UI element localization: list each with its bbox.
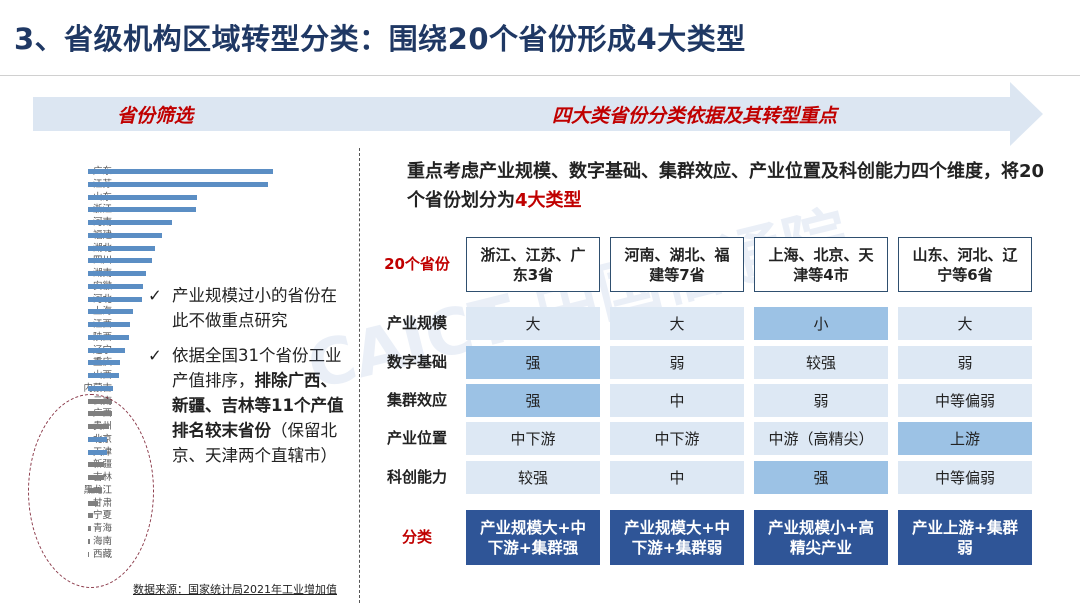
province-group-header: 浙江、江苏、广东3省 [466,237,600,292]
bar [88,181,268,187]
bullet-text: 排除广西、新疆、吉林等11个产值排名较末省份 [172,371,344,440]
table-cell: 较强 [754,346,888,379]
table-cell: 大 [466,307,600,340]
bar [88,347,125,353]
category-box: 产业上游+集群弱 [898,510,1032,565]
row-label: 20个省份 [384,255,450,273]
table-cell: 中下游 [466,422,600,455]
bullet-item: ✓ 产业规模过小的省份在此不做重点研究 [148,283,348,333]
province-group-header: 河南、湖北、福建等7省 [610,237,744,292]
row-label: 数字基础 [386,353,447,371]
bar [88,271,146,276]
intro-text: 重点考虑产业规模、数字基础、集群效应、产业位置及科创能力四个维度，将20个省份划… [407,157,1047,215]
province-group-header: 山东、河北、辽宁等6省 [898,237,1032,292]
bar [88,207,196,213]
row-label: 产业位置 [386,429,447,447]
bar [88,322,130,327]
bullet-text: 依据全国31个省份工业产值排序， [172,346,342,390]
category-box: 产业规模大+中下游+集群弱 [610,510,744,565]
table-cell: 中游（高精尖） [754,422,888,455]
band-label-screening: 省份筛选 [117,105,194,127]
row-label: 分类 [401,528,432,546]
bar [88,169,273,174]
table-cell: 大 [898,307,1032,340]
bullet-text: （保留北京、天津两个直辖市） [172,421,337,465]
bar [88,258,153,264]
bar [88,373,119,378]
screening-notes: ✓ 产业规模过小的省份在此不做重点研究 ✓ 依据全国31个省份工业产值排序，排除广西、… [148,283,348,478]
table-cell: 小 [754,307,888,340]
category-box: 产业规模小+高精尖产业 [754,510,888,565]
table-cell: 弱 [898,346,1032,379]
bar [88,385,114,391]
title-divider [0,75,1080,76]
table-cell: 中 [610,461,744,494]
bullet-item: ✓ 依据全国31个省份工业产值排序，排除广西、新疆、吉林等11个产值排名较末省份（… [148,343,348,468]
data-source: 数据来源：国家统计局2021年工业增加值 [133,583,337,596]
table-cell: 中等偏弱 [898,384,1032,417]
bar [88,360,121,366]
table-cell: 弱 [610,346,744,379]
bar [88,245,155,251]
intro-body: 重点考虑产业规模、数字基础、集群效应、产业位置及科创能力四个维度，将20个省份划… [407,161,1045,211]
intro-highlight: 4大类型 [515,190,582,211]
category-box: 产业规模大+中下游+集群强 [466,510,600,565]
bar [88,283,144,289]
table-cell: 强 [466,384,600,417]
process-arrow [33,82,1043,146]
bar [88,194,197,200]
bar [88,296,142,302]
table-cell: 强 [754,461,888,494]
bullet-text: 产业规模过小的省份在此不做重点研究 [172,286,337,330]
table-cell: 弱 [754,384,888,417]
province-group-header: 上海、北京、天津等4市 [754,237,888,292]
check-icon: ✓ [148,286,162,305]
band-label-classification: 四大类省份分类依据及其转型重点 [552,105,838,127]
section-divider [359,148,360,603]
table-cell: 强 [466,346,600,379]
table-cell: 中等偏弱 [898,461,1032,494]
row-label: 产业规模 [386,314,447,332]
table-cell: 中 [610,384,744,417]
check-icon: ✓ [148,346,162,365]
table-cell: 大 [610,307,744,340]
slide-title: 3、省级机构区域转型分类：围绕20个省份形成4大类型 [14,22,746,56]
row-label: 科创能力 [386,468,447,486]
bar [88,309,133,315]
row-label: 集群效应 [386,391,447,409]
bar [88,334,130,340]
excluded-provinces-ellipse [28,394,154,588]
bar [88,220,172,225]
table-cell: 中下游 [610,422,744,455]
table-cell: 上游 [898,422,1032,455]
table-cell: 较强 [466,461,600,494]
bar [88,232,162,238]
